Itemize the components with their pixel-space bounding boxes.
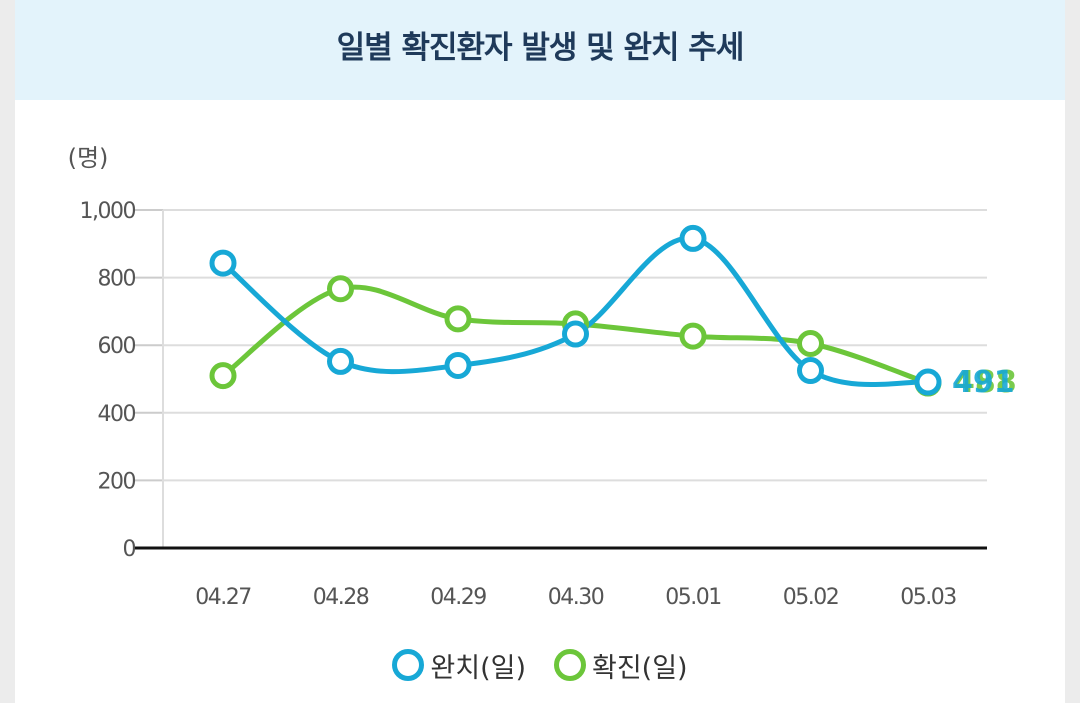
data-point-confirmed bbox=[209, 362, 237, 390]
x-tick-label: 05.02 bbox=[783, 585, 838, 610]
data-point-confirmed bbox=[679, 322, 707, 350]
end-value-label-recovered: 491 bbox=[952, 365, 1015, 400]
y-tick-label: 400 bbox=[98, 402, 136, 427]
x-tick-label: 04.28 bbox=[313, 585, 369, 610]
data-point-recovered bbox=[679, 224, 707, 252]
x-tick-label: 04.29 bbox=[430, 585, 486, 610]
data-point-confirmed bbox=[327, 275, 354, 303]
y-tick-label: 0 bbox=[123, 537, 136, 562]
y-tick-label: 200 bbox=[98, 469, 136, 494]
end-value-label-confirmed: 488 bbox=[954, 365, 1017, 400]
chart-legend: 완치(일) 확진(일) bbox=[0, 640, 1080, 690]
x-tick-label: 05.01 bbox=[665, 585, 720, 610]
data-point-recovered bbox=[797, 357, 824, 385]
x-tick-label: 04.30 bbox=[548, 585, 604, 610]
data-point-confirmed bbox=[797, 330, 824, 358]
y-tick-label: 600 bbox=[98, 334, 136, 359]
legend-item-confirmed[interactable]: 확진(일) bbox=[554, 646, 688, 685]
data-point-recovered bbox=[327, 347, 354, 375]
data-point-recovered bbox=[209, 249, 237, 277]
chart-header: 일별 확진환자 발생 및 완치 추세 bbox=[15, 0, 1065, 100]
data-point-recovered bbox=[914, 368, 942, 396]
chart-title: 일별 확진환자 발생 및 완치 추세 bbox=[336, 29, 745, 66]
y-unit-label: (명) bbox=[68, 144, 109, 172]
y-tick-label: 1,000 bbox=[80, 199, 136, 224]
data-point-recovered bbox=[562, 320, 589, 348]
legend-circle-icon bbox=[554, 649, 586, 681]
x-tick-label: 05.03 bbox=[900, 585, 956, 610]
legend-item-recovered[interactable]: 완치(일) bbox=[392, 646, 526, 685]
legend-circle-icon bbox=[392, 649, 425, 681]
y-tick-label: 800 bbox=[98, 267, 136, 292]
x-tick-label: 04.27 bbox=[195, 585, 251, 610]
legend-label: 확진(일) bbox=[592, 652, 688, 684]
data-point-confirmed bbox=[444, 305, 472, 333]
data-point-recovered bbox=[444, 351, 472, 379]
legend-label: 완치(일) bbox=[430, 652, 526, 684]
chart-card: 일별 확진환자 발생 및 완치 추세 bbox=[15, 0, 1065, 703]
